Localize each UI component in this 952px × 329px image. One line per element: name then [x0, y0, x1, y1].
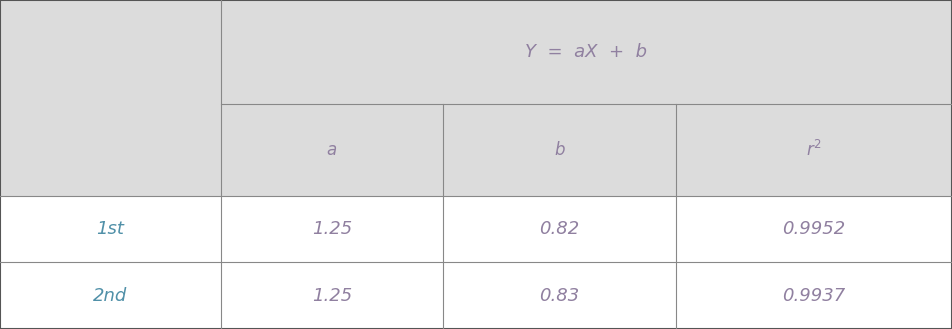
- Bar: [443, 104, 676, 196]
- Text: 0.9937: 0.9937: [783, 287, 845, 305]
- Text: 1.25: 1.25: [311, 287, 352, 305]
- Text: a: a: [327, 141, 337, 159]
- Bar: [0, 104, 221, 196]
- Text: 2nd: 2nd: [93, 287, 128, 305]
- Text: Y  =  aX  +  b: Y = aX + b: [526, 43, 647, 61]
- Text: 0.9952: 0.9952: [783, 220, 845, 238]
- Bar: [221, 0, 952, 104]
- Text: 1.25: 1.25: [311, 220, 352, 238]
- Bar: [0, 196, 952, 262]
- Bar: [0, 262, 952, 329]
- Bar: [676, 104, 952, 196]
- Bar: [221, 104, 443, 196]
- Text: 1st: 1st: [96, 220, 125, 238]
- Text: 0.83: 0.83: [539, 287, 580, 305]
- Text: b: b: [554, 141, 565, 159]
- Bar: [0, 0, 221, 104]
- Text: r$^2$: r$^2$: [806, 139, 822, 160]
- Text: 0.82: 0.82: [539, 220, 580, 238]
